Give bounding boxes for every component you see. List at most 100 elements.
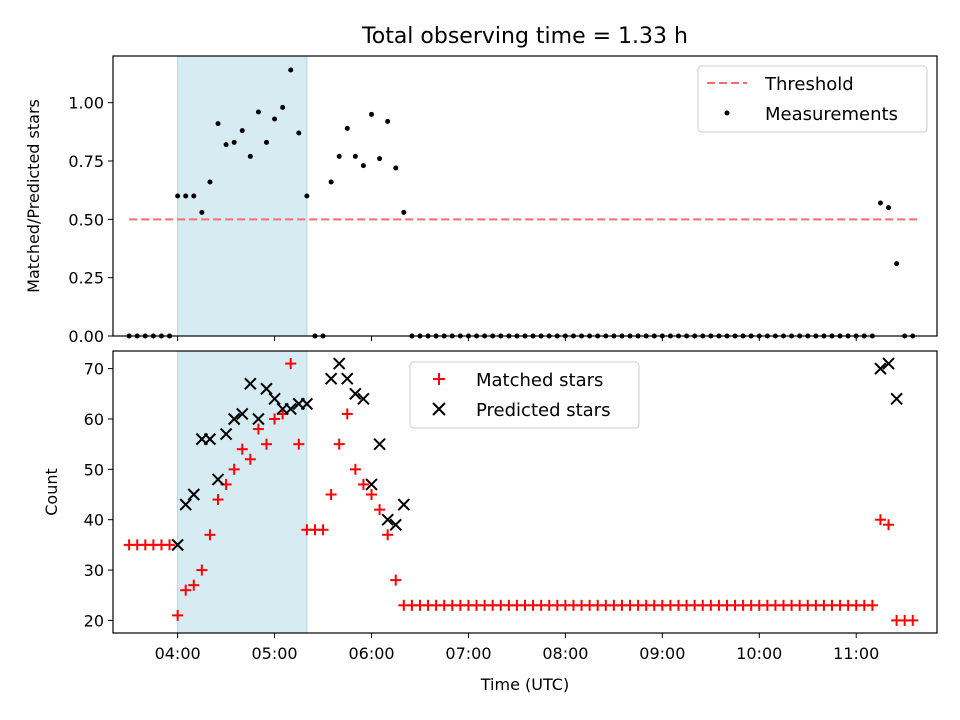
matched-star-point (341, 408, 353, 420)
top-y-tick-label: 0.50 (68, 210, 104, 229)
measurement-point (360, 163, 366, 169)
matched-star-point (866, 599, 878, 611)
predicted-star-point (349, 387, 362, 401)
measurement-point (377, 156, 383, 162)
matched-star-point (252, 423, 264, 435)
matched-star-point (293, 438, 305, 450)
bottom-y-axis-label: Count (42, 468, 61, 516)
predicted-star-point (227, 412, 241, 426)
bottom-y-tick-label: 50 (84, 460, 104, 479)
x-tick-label: 04:00 (155, 644, 201, 663)
measurement-point (255, 109, 261, 115)
measurement-point (207, 179, 213, 185)
predicted-star-point (874, 362, 887, 375)
measurement-point (328, 179, 334, 185)
predicted-star-point (268, 392, 281, 406)
matched-star-point (188, 579, 200, 591)
legend-predicted-swatch (432, 402, 446, 416)
matched-star-point (907, 614, 919, 626)
predicted-star-point (260, 382, 273, 395)
top-y-tick-label: 0.75 (68, 152, 104, 171)
top-y-tick-label: 0.25 (68, 269, 104, 288)
predicted-star-point (300, 397, 314, 411)
measurement-point (304, 193, 310, 199)
top-y-tick-label: 1.00 (68, 94, 104, 113)
measurement-point (369, 111, 375, 117)
matched-star-point (390, 574, 402, 586)
top-y-ticks: 0.00 0.25 0.50 0.75 1.00 (68, 94, 113, 346)
bottom-panel: 20 30 40 50 60 70 04:00 05:00 06:00 07:00 08:00 09… (42, 350, 938, 694)
legend-matched-label: Matched stars (476, 370, 603, 391)
predicted-star-point (341, 372, 354, 385)
x-tick-label: 07:00 (445, 644, 491, 663)
top-legend-box (697, 65, 928, 133)
top-observing-interval-shade (177, 55, 308, 337)
predicted-star-point (211, 473, 225, 486)
bottom-x-ticks: 04:00 05:00 06:00 07:00 08:00 09:00 10:00 11:00 (155, 633, 879, 663)
matched-star-point (317, 524, 329, 536)
measurement-point (239, 128, 245, 134)
top-plot-frame (112, 55, 938, 337)
measurement-point (199, 209, 205, 215)
matched-star-point (244, 453, 256, 465)
matched-star-point (374, 504, 386, 516)
measurement-point (280, 104, 286, 110)
predicted-star-point (324, 372, 338, 385)
top-y-axis-label: Matched/Predicted stars (24, 99, 43, 293)
predicted-star-point (332, 357, 346, 370)
bottom-y-tick-label: 30 (84, 561, 104, 580)
matched-star-point (349, 463, 361, 475)
predicted-star-point (179, 498, 192, 511)
measurement-point (894, 261, 900, 267)
measurement-point (401, 209, 407, 215)
bottom-y-ticks: 20 30 40 50 60 70 (84, 360, 113, 630)
x-tick-label: 05:00 (252, 644, 298, 663)
predicted-star-point (365, 478, 378, 491)
matched-star-point (382, 529, 394, 541)
bottom-y-tick-label: 70 (84, 360, 104, 379)
measurement-point (231, 139, 237, 145)
matched-star-point (212, 494, 224, 506)
matched-star-point (883, 519, 895, 531)
legend-predicted-label: Predicted stars (476, 400, 610, 421)
matched-stars-points (123, 358, 919, 626)
predicted-star-point (284, 402, 297, 416)
bottom-y-tick-label: 20 (84, 611, 104, 630)
top-panel: 0.00 0.25 0.50 0.75 1.00 Matched/Predicted s… (24, 55, 938, 346)
legend-measurements-label: Measurements (765, 104, 898, 125)
measurement-point (183, 193, 189, 199)
measurement-point (344, 125, 350, 131)
x-tick-label: 06:00 (348, 644, 394, 663)
predicted-star-point (357, 392, 370, 406)
matched-star-point (180, 584, 192, 596)
matched-star-point (164, 539, 176, 551)
x-tick-label: 11:00 (833, 644, 879, 663)
measurement-point (215, 121, 221, 127)
predicted-star-point (882, 357, 895, 370)
matched-star-point (366, 489, 378, 501)
measurement-point (263, 139, 269, 145)
bottom-y-tick-label: 60 (84, 410, 104, 429)
measurement-point (191, 193, 197, 199)
x-tick-label: 09:00 (639, 644, 685, 663)
matched-star-point (325, 489, 337, 501)
matched-star-point (260, 438, 272, 450)
bottom-legend-box (409, 361, 640, 429)
bottom-legend: Matched stars Predicted stars (409, 361, 640, 429)
measurement-point (336, 153, 342, 159)
predicted-star-point (890, 392, 903, 406)
measurement-point (223, 142, 229, 148)
measurement-point (385, 118, 391, 124)
top-y-tick-label: 0.00 (68, 327, 104, 346)
matched-star-point (172, 609, 184, 621)
measurement-point (352, 153, 358, 159)
matched-star-point (269, 413, 281, 425)
x-tick-label: 10:00 (736, 644, 782, 663)
bottom-y-tick-label: 40 (84, 511, 104, 530)
matched-star-point (204, 529, 216, 541)
matched-star-point (228, 463, 240, 475)
x-tick-label: 08:00 (542, 644, 588, 663)
top-x-ticks (177, 336, 857, 341)
measurement-point (272, 116, 278, 122)
matched-star-point (196, 564, 208, 576)
